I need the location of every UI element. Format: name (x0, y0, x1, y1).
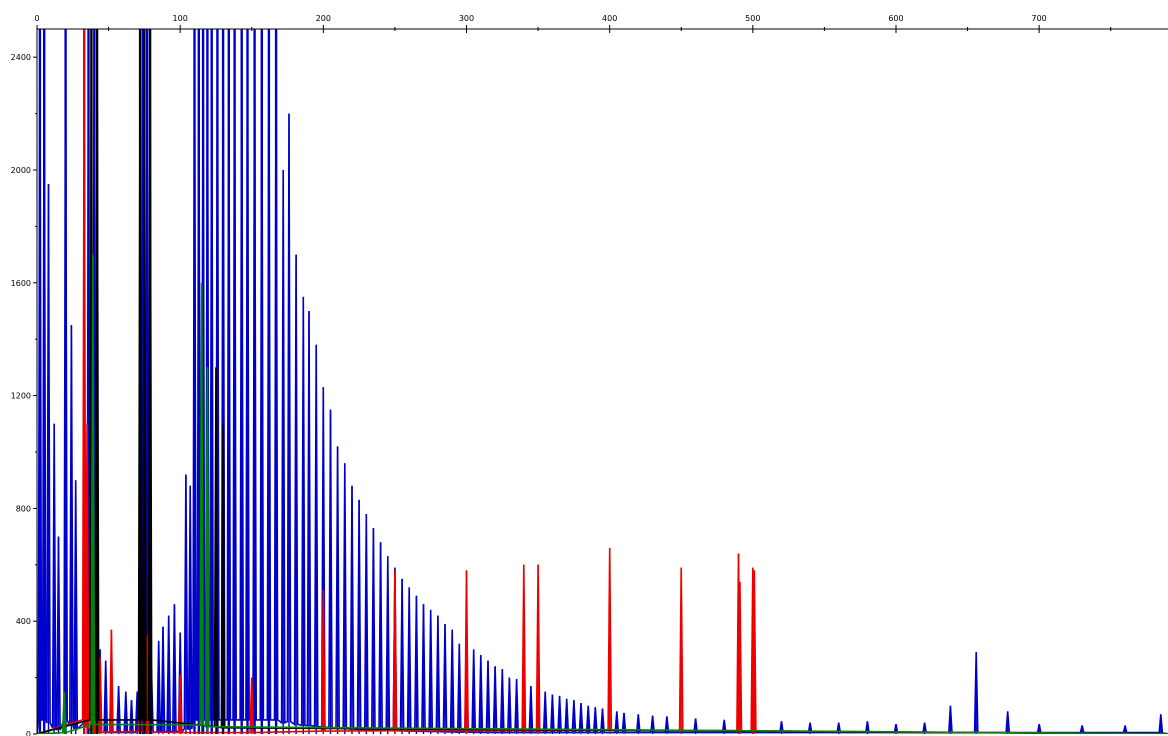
series-3 (37, 254, 1168, 734)
traces-layer (37, 29, 1168, 734)
y-tick-label-1200: 1200 (11, 392, 31, 401)
y-tick-label-2000: 2000 (11, 166, 31, 175)
x-tick-label-400: 400 (602, 14, 617, 23)
x-tick-label-100: 100 (173, 14, 188, 23)
x-tick-label-500: 500 (745, 14, 760, 23)
x-tick-label-300: 300 (459, 14, 474, 23)
x-tick-label-0: 0 (34, 14, 39, 23)
y-tick-label-800: 800 (16, 504, 31, 513)
x-tick-label-700: 700 (1032, 14, 1047, 23)
y-tick-label-0: 0 (26, 730, 31, 736)
x-tick-label-200: 200 (316, 14, 331, 23)
axes-layer: 0 100 200 300 400 500 600 700 0 400 800 1200 1600 200… (11, 14, 1168, 736)
y-tick-label-1600: 1600 (11, 279, 31, 288)
x-tick-label-600: 600 (888, 14, 903, 23)
y-tick-label-400: 400 (16, 617, 31, 626)
y-tick-label-2400: 2400 (11, 53, 31, 62)
